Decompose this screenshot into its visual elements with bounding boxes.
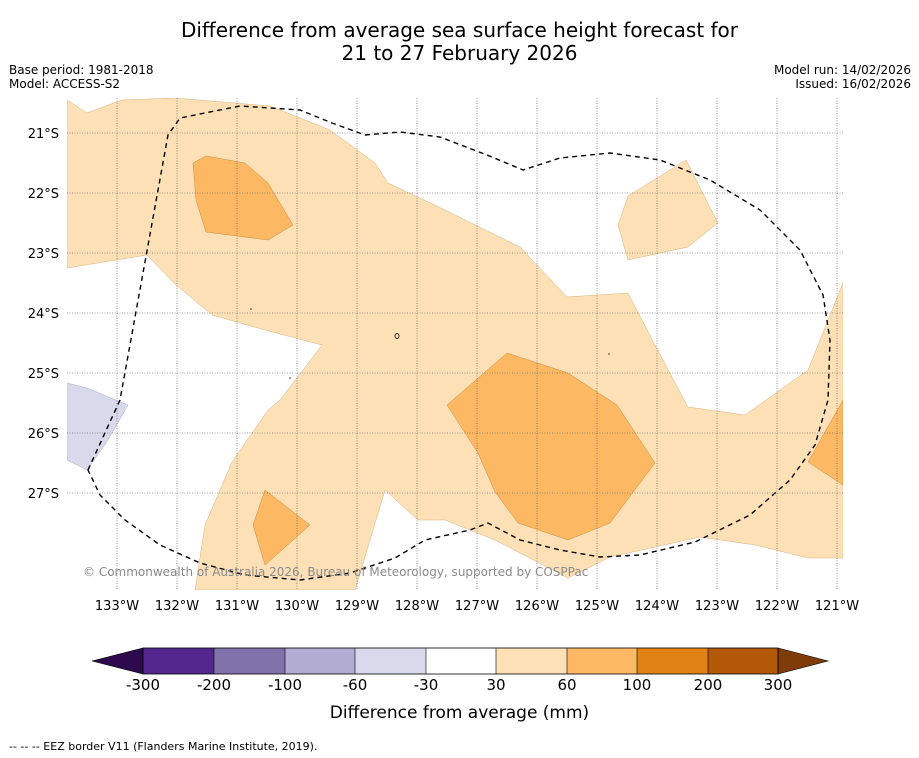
colorbar-extend-low	[91, 647, 144, 675]
issued-date: Issued: 16/02/2026	[795, 77, 911, 91]
lon-label: 128°W	[395, 599, 439, 614]
chart-title: Difference from average sea surface heig…	[0, 19, 919, 65]
island-marker	[289, 377, 291, 379]
colorbar-tick: -200	[196, 676, 232, 694]
lon-label: 132°W	[155, 599, 199, 614]
lat-label: 27°S	[28, 487, 59, 502]
colorbar-tick: 300	[763, 676, 793, 694]
colorbar-segment	[143, 648, 214, 674]
colorbar-segment	[214, 648, 285, 674]
lon-label: 125°W	[575, 599, 619, 614]
lat-label: 21°S	[28, 127, 59, 142]
colorbar-label: Difference from average (mm)	[329, 703, 590, 723]
colorbar-tick: -30	[413, 676, 439, 694]
meta-right: Model run: 14/02/2026 Issued: 16/02/2026	[774, 63, 911, 91]
lon-label: 131°W	[215, 599, 259, 614]
lon-label: 124°W	[635, 599, 679, 614]
lon-label: 133°W	[95, 599, 139, 614]
colorbar-segment	[355, 648, 426, 674]
island-marker	[250, 308, 252, 310]
colorbar-frame	[142, 647, 779, 675]
colorbar-tick: -100	[267, 676, 303, 694]
lat-label: 25°S	[28, 367, 59, 382]
colorbar-extend-high	[777, 647, 830, 675]
eez-footnote: -- -- -- EEZ border V11 (Flanders Marine…	[9, 740, 318, 753]
anomaly-region-60-100	[192, 155, 294, 241]
colorbar	[91, 647, 830, 675]
lon-label: 121°W	[815, 599, 859, 614]
copyright-notice: © Commonwealth of Australia 2026, Bureau…	[83, 565, 589, 579]
colorbar-segment	[637, 648, 708, 674]
colorbar-tick: 100	[622, 676, 652, 694]
colorbar-segment	[426, 648, 496, 674]
colorbar-tick: 60	[557, 676, 577, 694]
colorbar-segment	[496, 648, 567, 674]
sea-level-map: 21°S 22°S 23°S 24°S 25°S 26°S 27°S 133°W…	[28, 98, 859, 614]
colorbar-tick: -300	[125, 676, 161, 694]
anomaly-region-neg30-neg60	[67, 382, 129, 471]
anomaly-region-60-100	[807, 399, 843, 486]
anomaly-region-60-100	[446, 352, 656, 541]
lat-labels: 21°S 22°S 23°S 24°S 25°S 26°S 27°S	[28, 127, 59, 502]
island-marker	[608, 353, 610, 355]
lat-label: 23°S	[28, 247, 59, 262]
colorbar-segment	[285, 648, 355, 674]
lon-label: 127°W	[455, 599, 499, 614]
title-line-2: 21 to 27 February 2026	[341, 41, 578, 65]
lon-label: 123°W	[695, 599, 739, 614]
base-period: Base period: 1981-2018	[9, 63, 154, 77]
colorbar-segment	[708, 648, 778, 674]
gridlines	[67, 98, 843, 590]
colorbar-tick: 30	[486, 676, 506, 694]
lon-label: 122°W	[755, 599, 799, 614]
meta-left: Base period: 1981-2018 Model: ACCESS-S2	[9, 63, 154, 91]
lat-label: 26°S	[28, 427, 59, 442]
anomaly-region-30-60	[67, 98, 843, 590]
lat-label: 22°S	[28, 187, 59, 202]
colorbar-segment	[567, 648, 637, 674]
lon-labels: 133°W 132°W 131°W 130°W 129°W 128°W 127°…	[95, 599, 859, 614]
colorbar-tick: -60	[342, 676, 368, 694]
title-line-1: Difference from average sea surface heig…	[180, 18, 739, 42]
model-name: Model: ACCESS-S2	[9, 77, 121, 91]
island-marker	[394, 333, 400, 339]
lon-label: 130°W	[275, 599, 319, 614]
model-run: Model run: 14/02/2026	[773, 63, 911, 77]
anomaly-region-60-100	[252, 489, 311, 566]
anomaly-region-30-60	[617, 159, 719, 261]
lon-label: 129°W	[335, 599, 379, 614]
lon-label: 126°W	[515, 599, 559, 614]
lat-label: 24°S	[28, 307, 59, 322]
colorbar-tick: 200	[693, 676, 723, 694]
